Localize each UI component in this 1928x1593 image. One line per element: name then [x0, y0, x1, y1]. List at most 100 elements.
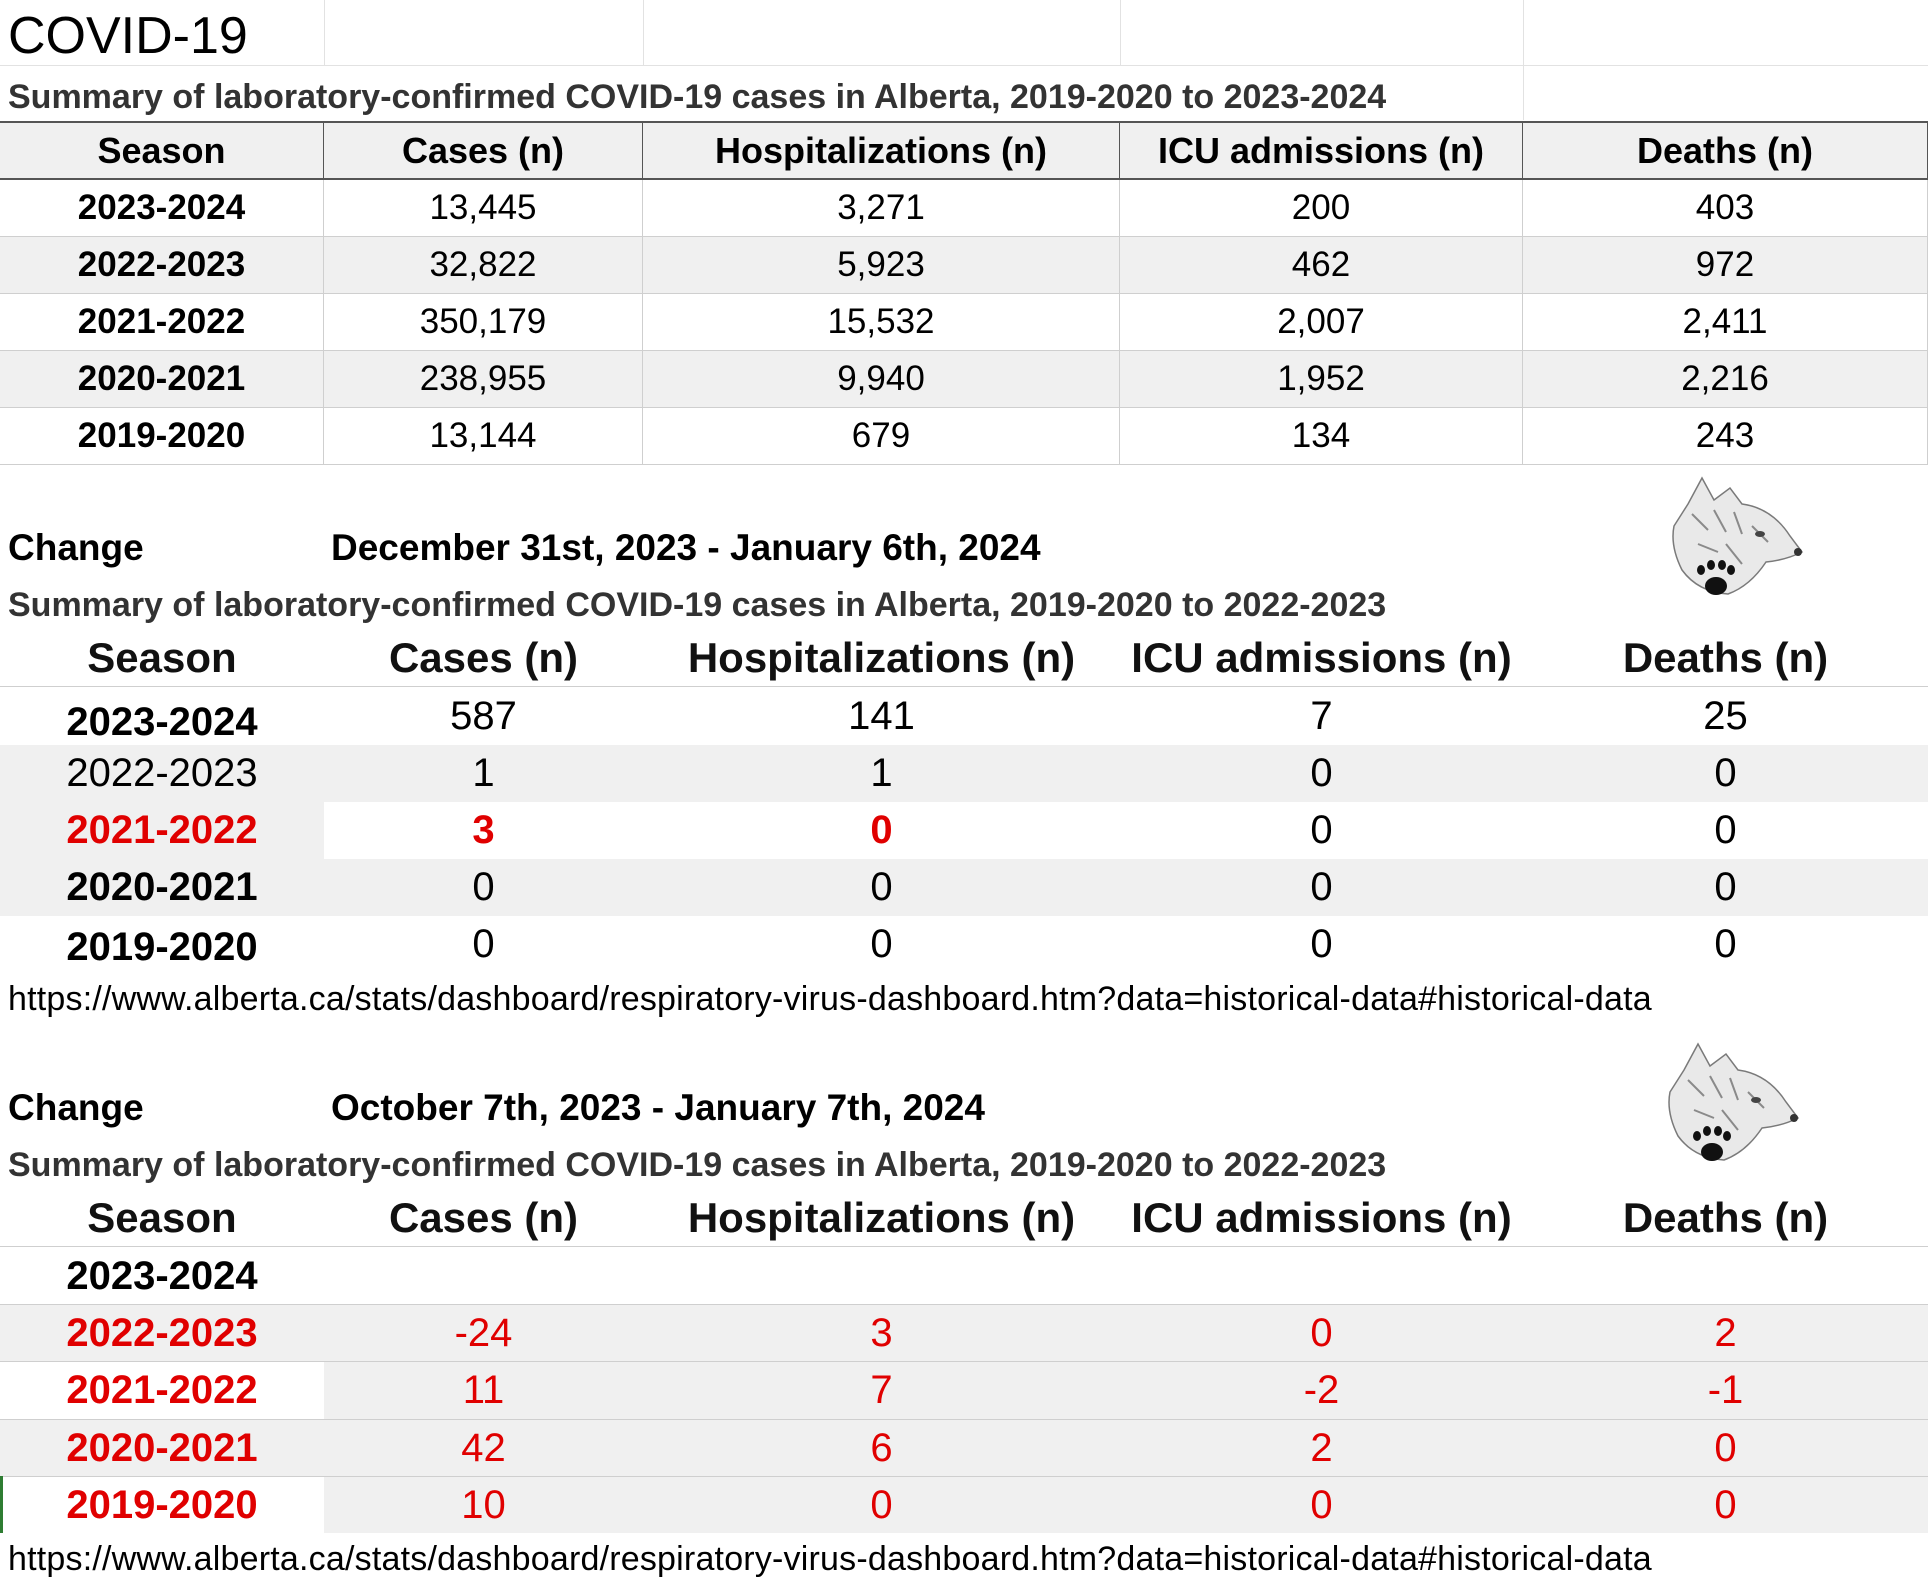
table2-cell: 0	[870, 865, 893, 909]
table1-cell: 2022-2023	[0, 237, 324, 293]
table2-cell: 0	[870, 808, 893, 852]
gridline	[0, 65, 1928, 66]
table-row: 2020-2021 42 6 2 0	[0, 1419, 1928, 1476]
table1-cell: 9,940	[643, 351, 1120, 407]
table2-cell: 587	[450, 694, 517, 738]
table2-header-hospitalizations: Hospitalizations (n)	[687, 634, 1076, 681]
table1-cell: 3,271	[643, 180, 1120, 236]
table1-cell: 1,952	[1120, 351, 1523, 407]
table1-header-row: Season Cases (n) Hospitalizations (n) IC…	[0, 121, 1928, 180]
table2-cell: 2023-2024	[66, 700, 258, 744]
table1-cell: 679	[643, 408, 1120, 464]
table2-header-row: Season Cases (n) Hospitalizations (n) IC…	[0, 630, 1928, 687]
table2-cell: 0	[472, 922, 495, 966]
table3-cell: 2020-2021	[66, 1425, 258, 1470]
table2-cell: 0	[1714, 751, 1737, 795]
table1-cell: 200	[1120, 180, 1523, 236]
table2-cell: 1	[472, 751, 495, 795]
table1-cell: 2,411	[1523, 294, 1928, 350]
table-row: 2020-2021 0 0 0 0	[0, 859, 1928, 916]
table3-source-url: https://www.alberta.ca/stats/dashboard/r…	[8, 1540, 1652, 1578]
table3-cell: 0	[1120, 1477, 1523, 1533]
table1-cell: 134	[1120, 408, 1523, 464]
table3-cell: 2021-2022	[66, 1368, 258, 1412]
table1-cell: 462	[1120, 237, 1523, 293]
table3-header-row: Season Cases (n) Hospitalizations (n) IC…	[0, 1190, 1928, 1247]
table2-subtitle: Summary of laboratory-confirmed COVID-19…	[8, 586, 1387, 624]
table3-cell: 0	[1523, 1477, 1928, 1533]
table2-header-cases: Cases (n)	[388, 634, 579, 681]
table1-header-cases: Cases (n)	[324, 123, 643, 178]
table2-cell: 2022-2023	[0, 745, 324, 802]
table3-header-hospitalizations: Hospitalizations (n)	[687, 1194, 1076, 1241]
table1-cell: 238,955	[324, 351, 643, 407]
table-row: 2021-2022 3 0 0 0	[0, 802, 1928, 859]
table2-cell: 3	[472, 808, 495, 852]
table-row: 2023-2024	[0, 1248, 1928, 1305]
table3-cell: 11	[324, 1362, 643, 1419]
table2-source-url: https://www.alberta.ca/stats/dashboard/r…	[8, 980, 1652, 1018]
table2-cell: 0	[870, 922, 893, 966]
active-cell-marker	[0, 1476, 3, 1533]
table1-cell: 13,445	[324, 180, 643, 236]
table-row: 2022-2023 32,822 5,923 462 972	[0, 237, 1928, 294]
table3-cell: 2019-2020	[66, 1482, 258, 1527]
table3-cell: 6	[870, 1425, 893, 1470]
table3-header-deaths: Deaths (n)	[1622, 1194, 1829, 1241]
wolf-logo-icon	[1672, 476, 1804, 595]
table2-cell: 2021-2022	[0, 802, 324, 859]
table3-cell: -1	[1523, 1362, 1928, 1419]
table1-header-icu: ICU admissions (n)	[1120, 123, 1523, 178]
table-row: 2023-2024 13,445 3,271 200 403	[0, 180, 1928, 237]
table1-header-deaths: Deaths (n)	[1523, 123, 1928, 178]
table3-subtitle: Summary of laboratory-confirmed COVID-19…	[8, 1146, 1387, 1184]
table3-header-icu: ICU admissions (n)	[1131, 1194, 1512, 1241]
table-row: 2022-2023 1 1 0 0	[0, 745, 1928, 802]
table3-cell: 2	[1310, 1425, 1333, 1470]
table2-cell: 25	[1703, 694, 1748, 738]
table-row: 2021-2022 11 7 -2 -1	[0, 1362, 1928, 1419]
table-row: 2023-2024 587 141 7 25	[0, 688, 1928, 745]
table1-cell: 350,179	[324, 294, 643, 350]
table-row: 2019-2020 13,144 679 134 243	[0, 408, 1928, 465]
wolf-logo-icon	[1668, 1042, 1800, 1161]
table1-cell: 15,532	[643, 294, 1120, 350]
table1-cell: 2,007	[1120, 294, 1523, 350]
table2-cell: 1	[870, 751, 893, 795]
table3-cell: -2	[1120, 1362, 1523, 1419]
table1-subtitle: Summary of laboratory-confirmed COVID-19…	[8, 78, 1387, 116]
table2-header-season: Season	[87, 634, 237, 681]
table3-cell: 2022-2023	[66, 1310, 258, 1355]
table2-cell: 0	[1310, 751, 1333, 795]
table3-cell: 2	[1714, 1310, 1737, 1355]
gridline	[1120, 0, 1121, 65]
table2-cell: 0	[472, 865, 495, 909]
table-row: 2021-2022 350,179 15,532 2,007 2,411	[0, 294, 1928, 351]
table2-cell: 7	[1310, 694, 1333, 738]
table-row: 2019-2020 10 0 0 0	[0, 1476, 1928, 1533]
table3-cell: 10	[324, 1477, 643, 1533]
sheet-title: COVID-19	[8, 7, 248, 65]
table2-cell: 0	[1714, 865, 1737, 909]
table1-header-season: Season	[0, 123, 324, 178]
gridline	[643, 0, 644, 65]
table2-cell: 0	[1310, 922, 1333, 966]
table1-cell: 5,923	[643, 237, 1120, 293]
table2-header-icu: ICU admissions (n)	[1131, 634, 1512, 681]
table2-change-label: Change	[8, 527, 144, 568]
table1-cell: 32,822	[324, 237, 643, 293]
table-row: 2019-2020 0 0 0 0	[0, 916, 1928, 973]
table3-cell: 42	[461, 1425, 506, 1470]
table-row: 2020-2021 238,955 9,940 1,952 2,216	[0, 351, 1928, 408]
table2-cell: 141	[848, 694, 915, 738]
table2-cell: 2020-2021	[66, 865, 258, 909]
table3-cell	[643, 1248, 1120, 1304]
table2-cell: 0	[1714, 808, 1737, 852]
table3-cell: 2023-2024	[66, 1253, 258, 1298]
table3-cell: 3	[870, 1310, 893, 1355]
table1-cell: 2019-2020	[0, 408, 324, 464]
table1-cell: 2021-2022	[0, 294, 324, 350]
table3-cell: 0	[1310, 1310, 1333, 1355]
table3-cell	[1120, 1248, 1523, 1304]
table1-cell: 972	[1523, 237, 1928, 293]
